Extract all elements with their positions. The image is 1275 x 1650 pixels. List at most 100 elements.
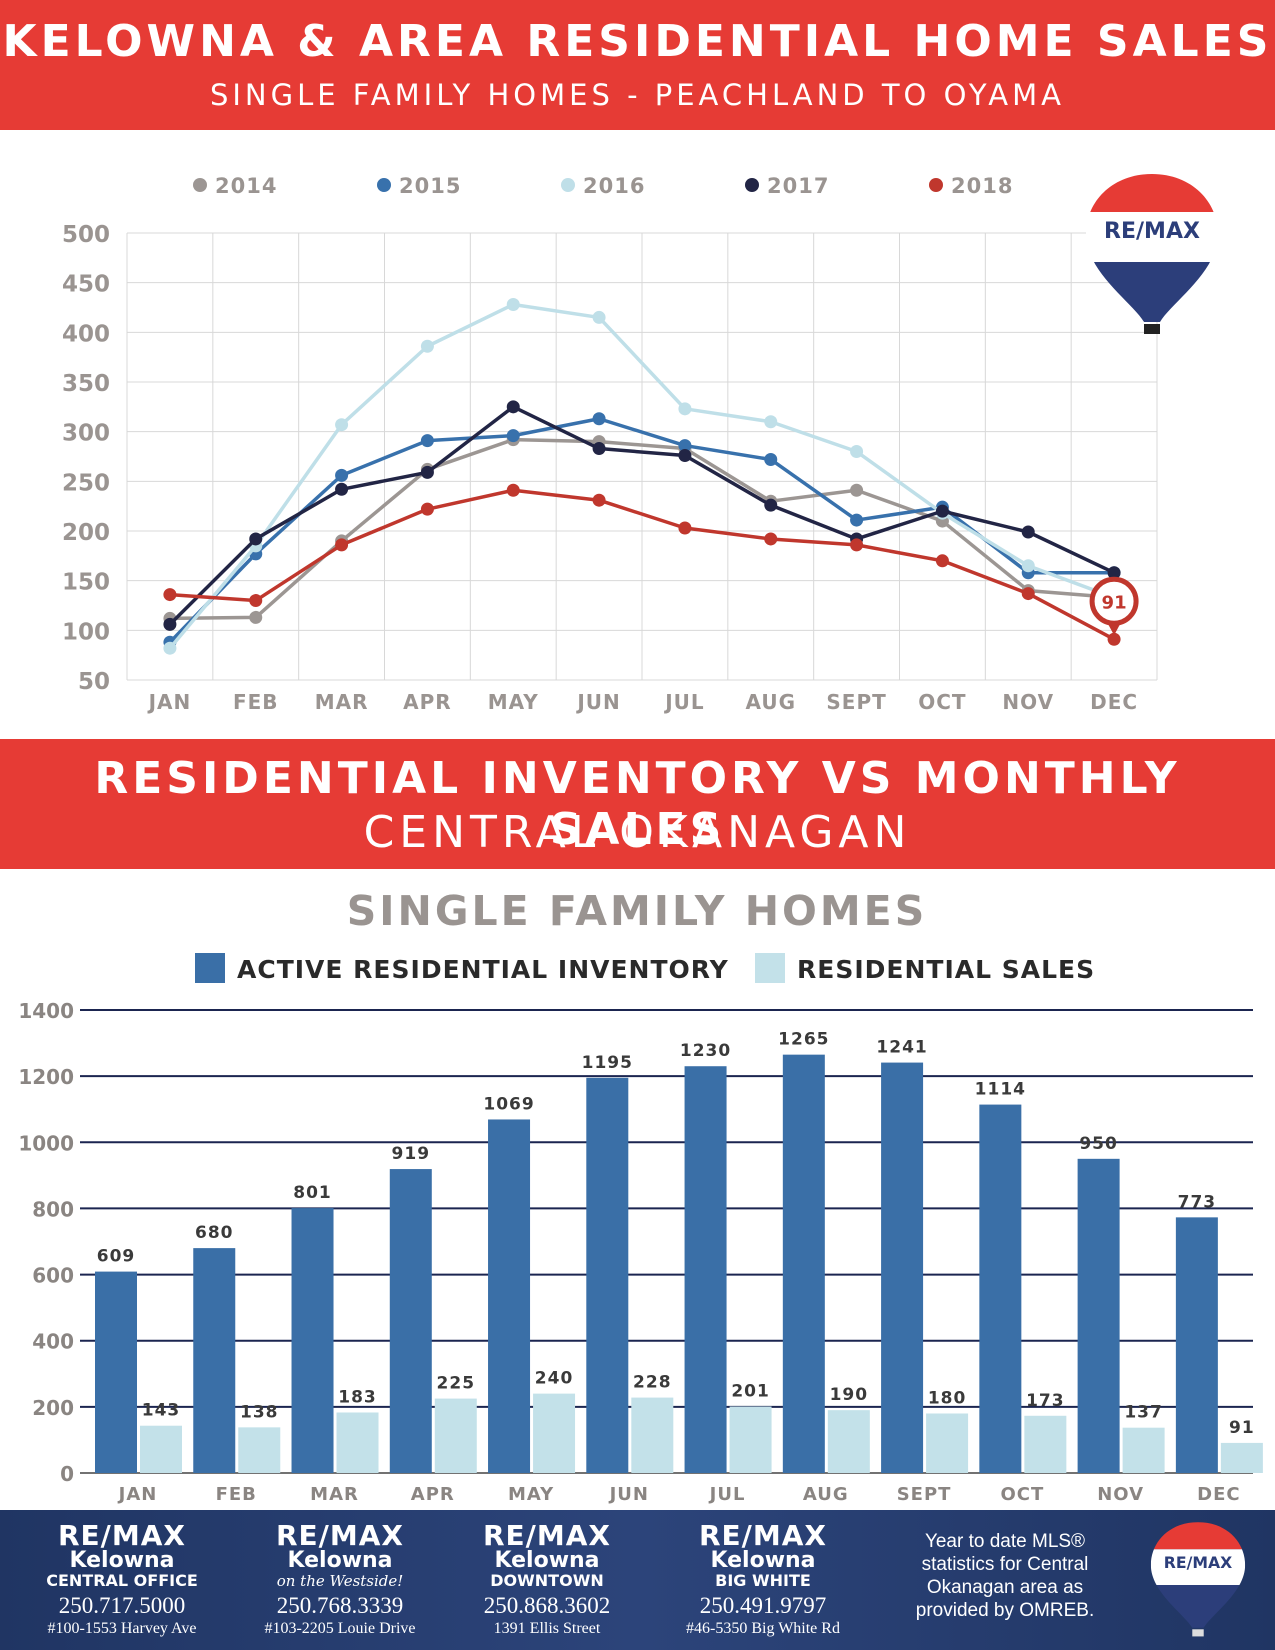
data-point-2018: [592, 493, 606, 507]
data-point-2014: [249, 610, 263, 624]
data-label: 1195: [582, 1053, 633, 1073]
office-sub: BIG WHITE: [715, 1571, 811, 1590]
x-tick-label: OCT: [1000, 1484, 1044, 1505]
legend-marker-2017: [745, 178, 759, 192]
data-point-2016: [1021, 559, 1035, 573]
data-point-2017: [335, 482, 349, 496]
x-tick-label: AUG: [745, 690, 796, 714]
bar-sales: [1024, 1415, 1067, 1473]
y-tick-label: 100: [62, 619, 110, 645]
footer-note: Year to date MLS® statistics for Central…: [915, 1531, 1095, 1621]
data-label: 183: [338, 1387, 377, 1407]
legend-label-2014: 2014: [215, 174, 277, 198]
x-tick-label: OCT: [918, 690, 966, 714]
office-city: Kelowna: [69, 1548, 175, 1573]
bar-inventory: [1077, 1158, 1120, 1473]
y-tick-label: 200: [32, 1396, 74, 1420]
data-point-2018: [163, 588, 177, 602]
bar-inventory: [782, 1054, 825, 1473]
legend-swatch-0: [195, 953, 225, 983]
data-point-2016: [335, 418, 349, 432]
legend-label-2015: 2015: [399, 174, 461, 198]
legend-label-2017: 2017: [767, 174, 829, 198]
data-label: 1241: [876, 1038, 927, 1058]
office-phone: 250.491.9797: [699, 1593, 827, 1618]
page-subtitle: SINGLE FAMILY HOMES - PEACHLAND TO OYAMA: [209, 78, 1066, 112]
office-sub: on the Westside!: [276, 1572, 404, 1590]
data-point-2016: [850, 445, 864, 459]
data-point-2016: [678, 402, 692, 416]
data-point-2018: [1021, 587, 1035, 601]
x-tick-label: MAY: [508, 1484, 554, 1505]
y-tick-label: 200: [62, 520, 110, 546]
bar-sales: [336, 1412, 379, 1473]
data-point-2016: [163, 641, 177, 655]
data-point-2016: [506, 298, 520, 312]
x-tick-label: FEB: [233, 690, 279, 714]
y-tick-label: 800: [32, 1197, 74, 1221]
data-point-2017: [506, 400, 520, 414]
data-point-2015: [420, 434, 434, 448]
bar-inventory: [586, 1077, 629, 1473]
data-point-2014: [850, 483, 864, 497]
data-label: 919: [392, 1144, 431, 1164]
annotation-pin-circle: [1089, 576, 1139, 626]
data-label: 950: [1079, 1134, 1118, 1154]
balloon-logo-text: RE/MAX: [1164, 1553, 1232, 1572]
data-point-2015: [678, 439, 692, 453]
data-point-2015: [335, 468, 349, 482]
bar-inventory: [389, 1169, 432, 1473]
x-tick-label: APR: [403, 690, 452, 714]
data-point-2018: [335, 538, 349, 552]
data-label: 1114: [975, 1080, 1026, 1100]
x-tick-label: NOV: [1097, 1484, 1144, 1505]
bar-inventory: [95, 1271, 137, 1473]
y-tick-label: 400: [32, 1330, 74, 1354]
data-point-2015: [506, 429, 520, 443]
y-tick-label: 1200: [18, 1065, 74, 1089]
bar-inventory: [488, 1119, 531, 1473]
x-tick-label: SEPT: [897, 1484, 952, 1505]
legend-marker-2015: [377, 178, 391, 192]
office-address: #46-5350 Big White Rd: [686, 1620, 840, 1637]
bar-inventory: [881, 1062, 924, 1473]
data-label: 143: [142, 1401, 181, 1421]
section-subtitle: CENTRAL OKANAGAN: [363, 807, 912, 858]
x-tick-label: JAN: [117, 1484, 158, 1505]
office-brand: RE/MAX: [482, 1519, 612, 1552]
annotation-pin: 91: [1089, 576, 1139, 636]
x-tick-label: SEPT: [826, 690, 886, 714]
y-tick-label: 300: [62, 421, 110, 447]
y-tick-label: 500: [62, 222, 110, 248]
legend-marker-2018: [929, 178, 943, 192]
office-city: Kelowna: [287, 1548, 393, 1573]
office-big-white: RE/MAX Kelowna BIG WHITE 250.491.9797 #4…: [663, 1522, 863, 1638]
office-phone: 250.868.3602: [483, 1593, 611, 1618]
x-tick-label: MAR: [315, 690, 369, 714]
bar-sales: [1122, 1427, 1165, 1473]
x-tick-label: DEC: [1197, 1484, 1240, 1505]
x-tick-label: MAY: [488, 690, 539, 714]
x-tick-label: JUN: [608, 1484, 649, 1505]
data-point-2017: [163, 617, 177, 631]
bar-inventory: [979, 1104, 1022, 1473]
data-point-2018: [1107, 632, 1121, 646]
y-tick-label: 600: [32, 1264, 74, 1288]
x-tick-label: MAR: [310, 1484, 359, 1505]
data-label: 225: [437, 1374, 476, 1394]
bar-chart: SINGLE FAMILY HOMES ACTIVE RESIDENTIAL IN…: [18, 887, 1263, 1505]
x-tick-label: JUL: [708, 1484, 746, 1505]
office-westside: RE/MAX Kelowna on the Westside! 250.768.…: [240, 1522, 440, 1638]
y-tick-label: 250: [62, 470, 110, 496]
data-point-2016: [592, 310, 606, 324]
office-brand: RE/MAX: [698, 1519, 828, 1552]
x-tick-label: APR: [411, 1484, 455, 1505]
series-line-2015: [168, 417, 1115, 644]
data-label: 173: [1026, 1391, 1065, 1411]
bar-sales: [140, 1425, 182, 1473]
y-tick-label: 350: [62, 371, 110, 397]
series-line-2017: [168, 405, 1115, 626]
office-brand: RE/MAX: [275, 1519, 405, 1552]
y-tick-label: 1000: [18, 1131, 74, 1155]
office-city: Kelowna: [494, 1548, 600, 1573]
